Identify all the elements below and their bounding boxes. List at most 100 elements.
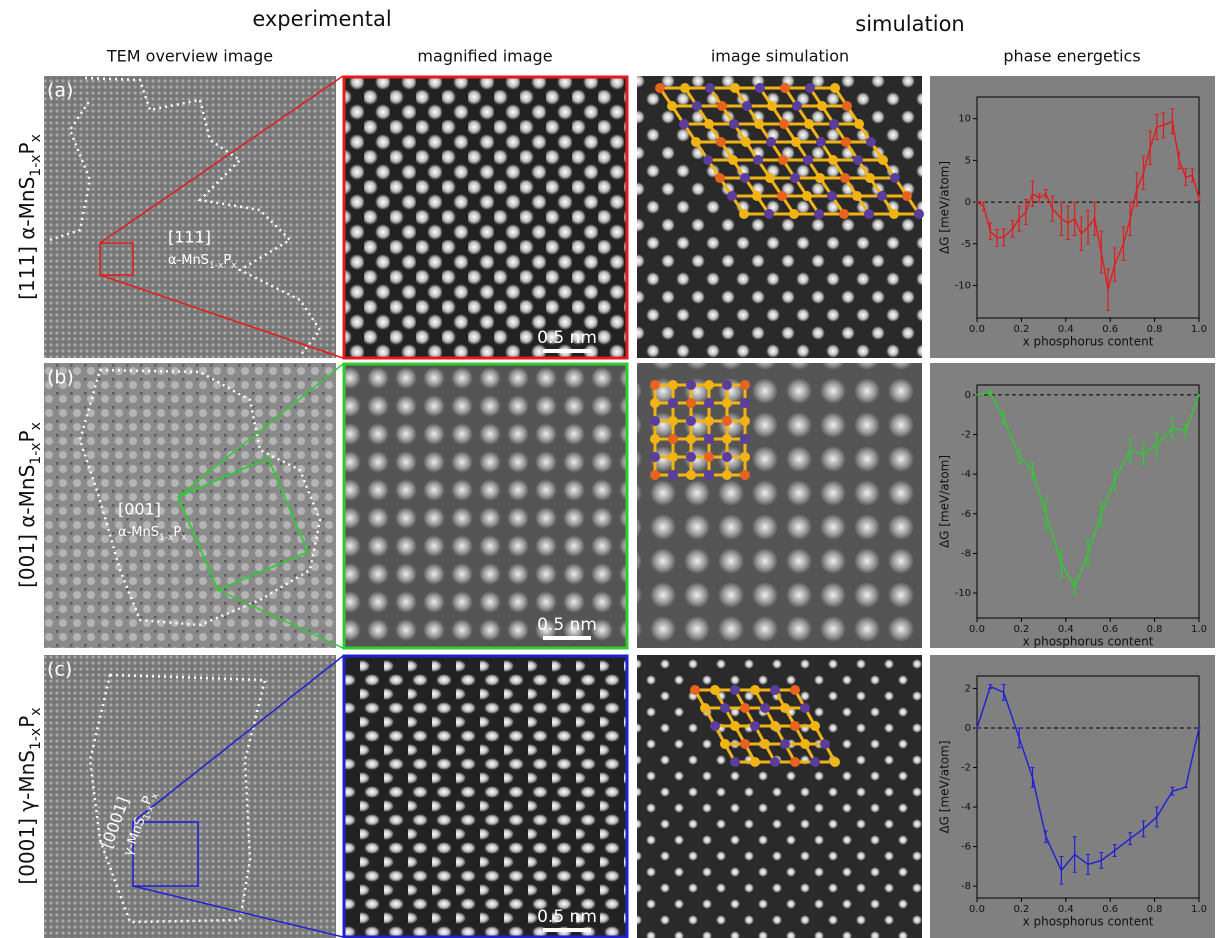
atom <box>722 452 732 462</box>
inset-direction: [111] <box>168 228 211 247</box>
zoom-box <box>132 821 199 887</box>
atom <box>889 209 899 219</box>
inset-phase: α-MnS1-xPx <box>168 253 237 271</box>
atom <box>767 101 777 111</box>
x-tick-label: 0.8 <box>1147 324 1163 335</box>
atom <box>877 191 887 201</box>
atom <box>750 757 760 767</box>
x-tick-label: 0.4 <box>1058 324 1074 335</box>
atom <box>710 685 720 695</box>
atom <box>741 137 751 147</box>
y-tick-label: -6 <box>961 509 971 520</box>
atom <box>690 685 700 695</box>
domain-outline <box>88 673 267 924</box>
x-tick-label: 1.0 <box>1191 324 1207 335</box>
row-label: [0001] γ-MnS1-xPx <box>15 707 45 884</box>
y-axis-label: ΔG [meV/atom] <box>938 161 952 254</box>
x-tick-label: 0.6 <box>1102 624 1118 635</box>
atom <box>792 101 802 111</box>
inset-phase-part: 1-x <box>209 261 224 271</box>
atom <box>817 101 827 111</box>
atom <box>842 101 852 111</box>
atom <box>760 739 770 749</box>
y-axis-label: ΔG [meV/atom] <box>938 455 952 548</box>
magnified-image <box>342 362 629 650</box>
atom <box>839 209 849 219</box>
atom <box>667 101 677 111</box>
atom <box>770 721 780 731</box>
y-tick-label: -10 <box>955 280 971 291</box>
atom <box>729 119 739 129</box>
atom <box>752 191 762 201</box>
atom <box>750 685 760 695</box>
atom <box>802 191 812 201</box>
inset-phase-part: P <box>223 253 231 268</box>
atom <box>668 470 678 480</box>
x-tick-label: 0.4 <box>1058 624 1074 635</box>
atom <box>754 119 764 129</box>
atom <box>789 209 799 219</box>
atom <box>902 191 912 201</box>
scale-bar-label: 0.5 nm <box>537 907 597 927</box>
atom <box>704 416 714 426</box>
atom <box>820 739 830 749</box>
row-label-part: P <box>15 716 39 728</box>
row-label-part: 1-x <box>28 154 44 176</box>
atom <box>780 739 790 749</box>
atom <box>727 191 737 201</box>
atom <box>810 721 820 731</box>
column-title: image simulation <box>711 47 849 66</box>
atom <box>720 739 730 749</box>
atom <box>791 137 801 147</box>
plot-frame <box>976 384 1200 619</box>
x-tick-label: 0.4 <box>1058 904 1074 915</box>
panel-letter: (a) <box>47 80 73 102</box>
atom <box>650 452 660 462</box>
atom <box>704 434 714 444</box>
scale-bar-label: 0.5 nm <box>537 615 597 635</box>
atom <box>780 703 790 713</box>
atom <box>764 209 774 219</box>
y-tick-label: -2 <box>961 430 971 441</box>
scale-bar <box>543 928 591 932</box>
atom <box>890 173 900 183</box>
atom <box>700 703 710 713</box>
inset-phase-part: P <box>173 525 181 540</box>
panel-letter: (c) <box>47 659 72 681</box>
x-tick-label: 1.0 <box>1191 624 1207 635</box>
y-tick-label: -4 <box>961 469 971 480</box>
atom <box>704 452 714 462</box>
atom <box>853 155 863 165</box>
row-label-part: [0001] γ-MnS <box>15 750 39 885</box>
atom <box>770 757 780 767</box>
tem-image <box>44 76 336 358</box>
atom <box>715 173 725 183</box>
x-axis-label: x phosphorus content <box>1023 635 1154 649</box>
atom <box>790 721 800 731</box>
atom <box>790 757 800 767</box>
atom <box>692 101 702 111</box>
atom <box>841 137 851 147</box>
inset-phase-part: x <box>181 533 187 543</box>
atom <box>650 380 660 390</box>
x-tick-label: 0.0 <box>969 904 985 915</box>
atom <box>778 155 788 165</box>
column-title: TEM overview image <box>106 47 273 66</box>
atom <box>852 191 862 201</box>
atom <box>728 155 738 165</box>
inset-phase-part: α-MnS <box>168 253 209 268</box>
atom <box>686 434 696 444</box>
row-label-part: P <box>15 142 39 154</box>
x-tick-label: 1.0 <box>1191 904 1207 915</box>
atom <box>717 101 727 111</box>
inset-phase-part: 1-x <box>142 804 157 822</box>
header-simulation: simulation <box>855 12 964 36</box>
plot-frame <box>976 96 1200 319</box>
atom <box>830 83 840 93</box>
y-tick-label: 0 <box>965 723 971 734</box>
atom <box>740 739 750 749</box>
atom <box>854 119 864 129</box>
x-tick-label: 0.8 <box>1147 904 1163 915</box>
zoom-box <box>176 456 310 592</box>
